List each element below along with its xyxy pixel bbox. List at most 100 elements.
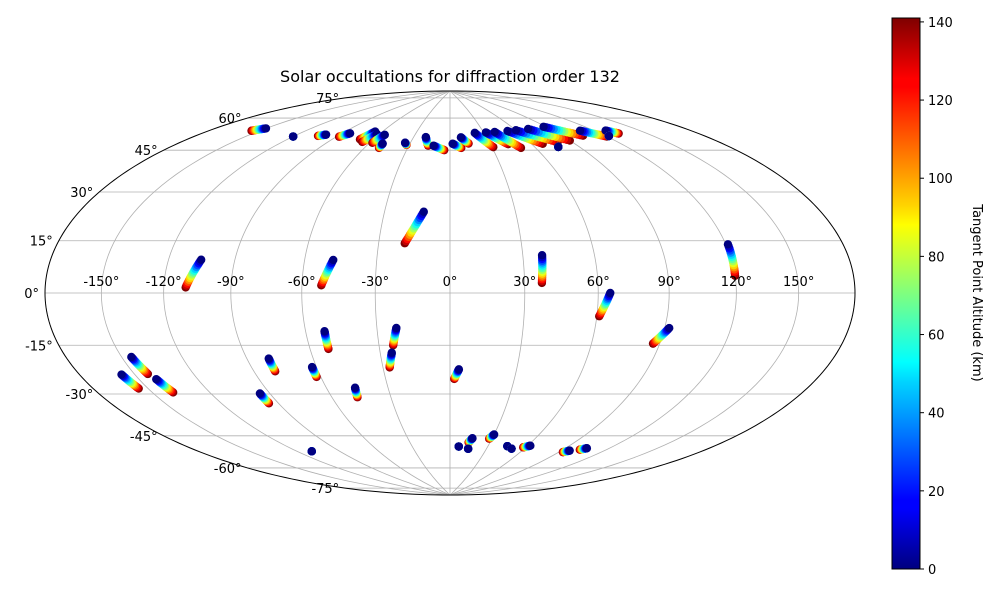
occultation-track	[117, 370, 143, 393]
occultation-track	[334, 129, 355, 141]
occultation-track	[464, 434, 477, 447]
data-point	[419, 207, 428, 216]
data-point	[329, 255, 338, 265]
occultation-track	[400, 207, 428, 248]
data-point	[665, 323, 674, 333]
data-point	[307, 447, 316, 456]
data-point	[307, 362, 317, 372]
data-point	[511, 126, 521, 135]
colorbar-tick-label: 20	[928, 485, 945, 500]
occultation-track	[385, 348, 396, 372]
occultation-track	[518, 441, 535, 452]
longitude-tick-label: -120°	[146, 275, 182, 290]
data-point	[288, 132, 298, 141]
data-point	[321, 130, 331, 139]
occultation-track	[317, 255, 338, 290]
data-point	[723, 240, 733, 249]
data-point	[380, 130, 389, 140]
latitude-tick-label: 30°	[70, 186, 93, 201]
occultation-track	[523, 124, 575, 145]
data-point	[554, 142, 563, 152]
latitude-tick-label: 45°	[135, 144, 158, 159]
colorbar-tick-label: 60	[928, 329, 945, 344]
longitude-tick-label: 120°	[721, 275, 752, 290]
occultation-track	[507, 444, 516, 453]
occultation-track	[554, 142, 563, 152]
occultation-track	[595, 288, 615, 321]
occultation-track	[152, 374, 178, 397]
latitude-tick-label: 75°	[316, 92, 339, 107]
data-point	[456, 133, 466, 142]
data-point	[392, 323, 401, 333]
occultation-points	[117, 122, 740, 457]
occultation-track	[450, 365, 464, 384]
colorbar-tick-label: 0	[928, 563, 936, 578]
data-point	[468, 434, 477, 443]
occultation-track	[127, 352, 153, 379]
longitude-tick-label: 150°	[783, 275, 814, 290]
data-point	[264, 354, 273, 363]
data-point	[454, 365, 464, 374]
occultation-track	[604, 131, 614, 141]
longitude-tick-label: -60°	[288, 275, 316, 290]
data-point	[350, 383, 360, 392]
data-point	[378, 139, 387, 148]
occultation-track	[648, 323, 674, 348]
chart-title: Solar occultations for diffraction order…	[280, 67, 620, 86]
data-point	[320, 327, 329, 336]
occultation-track	[558, 446, 574, 457]
occultation-track	[537, 251, 547, 288]
latitude-tick-label: 15°	[30, 235, 53, 250]
data-point	[489, 430, 499, 439]
latitude-tick-label: -45°	[130, 430, 158, 445]
data-point	[261, 124, 271, 133]
longitude-tick-label: 60°	[587, 275, 610, 290]
data-point	[604, 131, 614, 141]
occultation-track	[388, 323, 401, 350]
occultation-track	[454, 442, 463, 451]
occultation-track	[429, 141, 449, 155]
colorbar-tick-label: 120	[928, 94, 953, 109]
occultation-track	[320, 327, 333, 354]
data-point	[255, 389, 265, 398]
data-point	[537, 251, 547, 260]
data-point	[503, 126, 512, 136]
colorbar-ticks: 0 20 40 60 80 100 120 140	[920, 16, 953, 578]
data-point	[463, 444, 473, 453]
latitude-tick-label: -30°	[66, 388, 94, 403]
data-point	[448, 139, 457, 148]
data-point	[523, 124, 533, 134]
colorbar-tick-label: 80	[928, 250, 945, 265]
longitude-tick-label: 90°	[658, 275, 681, 290]
data-point	[481, 128, 491, 137]
occultation-track	[484, 430, 499, 443]
data-point	[490, 127, 499, 137]
occultation-track	[313, 130, 331, 141]
longitude-tick-label: -30°	[361, 275, 389, 290]
longitude-tick-label: -90°	[217, 275, 245, 290]
data-point	[507, 444, 516, 453]
latitude-tick-labels: 75° 60° 45° 30° 15° 0° -15° -30° -45° -60° -75°	[24, 92, 339, 497]
data-point	[606, 288, 615, 298]
occultation-track	[247, 124, 271, 135]
colorbar-label: Tangent Point Altitude (km)	[969, 203, 984, 381]
data-point	[526, 441, 535, 450]
colorbar-tick-label: 140	[928, 16, 953, 31]
data-point	[387, 348, 396, 357]
colorbar-tick-label: 40	[928, 407, 945, 422]
map-gridlines	[45, 90, 855, 496]
latitude-tick-label: 0°	[24, 287, 39, 302]
longitude-tick-labels: -150° -120° -90° -60° -30° 0° 30° 60° 90° 120° 150…	[83, 275, 814, 290]
map-boundary	[44, 90, 856, 496]
latitude-tick-label: -75°	[311, 482, 339, 497]
data-point	[429, 141, 438, 150]
data-point	[470, 128, 479, 138]
occultation-track	[264, 354, 280, 376]
occultation-track	[350, 383, 362, 402]
data-point	[539, 122, 548, 131]
data-point	[582, 444, 592, 453]
data-point	[575, 126, 585, 135]
occultation-track	[181, 255, 206, 292]
longitude-tick-label: 30°	[513, 275, 536, 290]
